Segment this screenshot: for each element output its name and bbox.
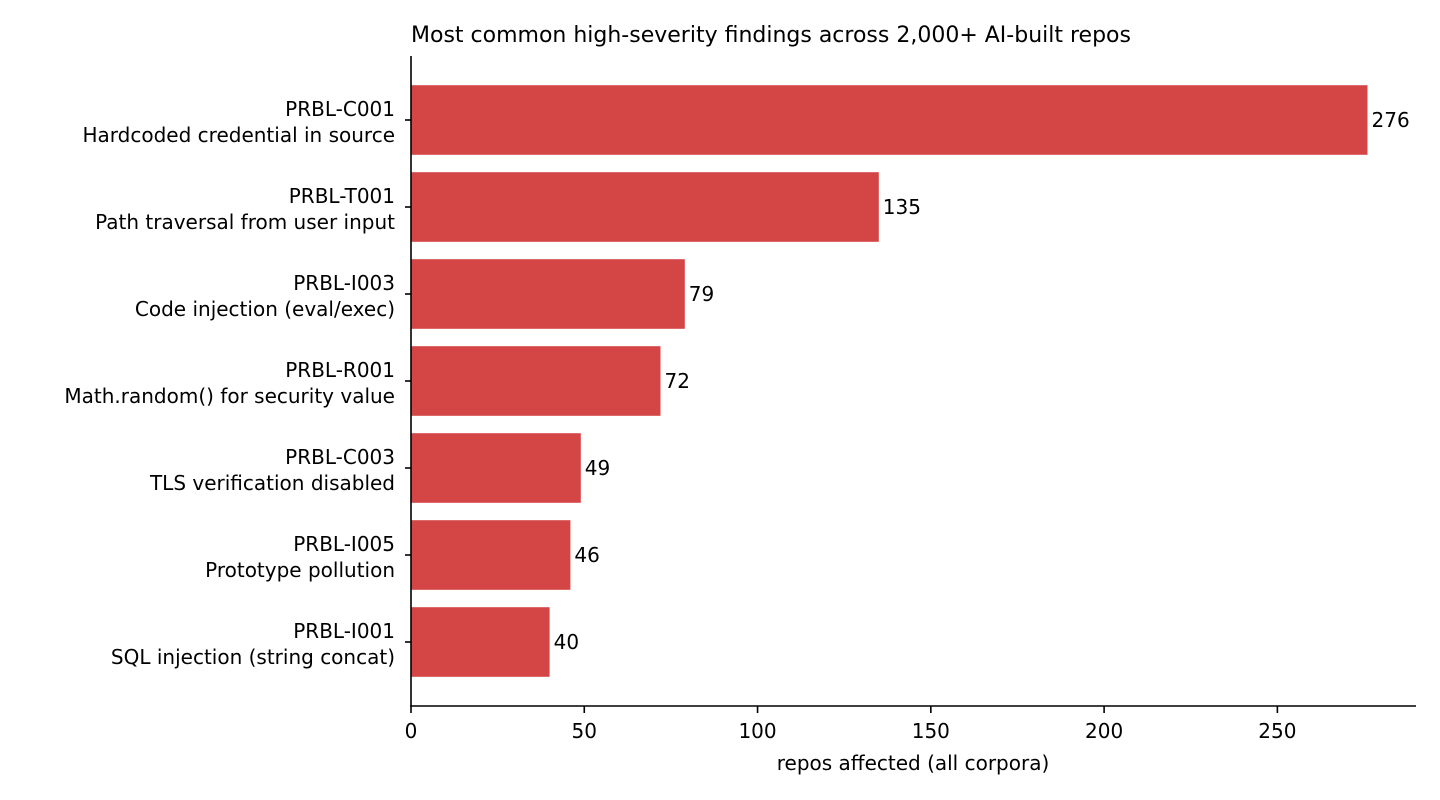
bar-value-label: 40 [554,630,579,654]
y-tick-label-code: PRBL-R001 [285,358,395,382]
y-tick-label-description: Code injection (eval/exec) [135,297,395,321]
x-tick-label: 100 [738,719,776,743]
bar-prbl-i001 [411,607,550,677]
y-tick-label-code: PRBL-C001 [285,97,395,121]
x-axis-label: repos affected (all corpora) [777,751,1050,775]
bar-prbl-r001 [411,346,661,416]
y-tick-label-description: Path traversal from user input [95,210,395,234]
bar-value-label: 49 [585,456,610,480]
x-tick-label: 200 [1085,719,1123,743]
bar-prbl-c001 [411,85,1368,155]
bar-value-label: 276 [1372,108,1410,132]
y-tick-label-description: Math.random() for security value [64,384,395,408]
y-tick-label-description: Hardcoded credential in source [83,123,395,147]
bar-value-label: 46 [574,543,599,567]
y-tick-label-code: PRBL-I005 [293,532,395,556]
x-axis-ticks: 0 50 100 150 200 250 [405,706,1296,743]
bar-value-label: 135 [883,195,921,219]
bar-prbl-c003 [411,433,581,503]
y-tick-label-code: PRBL-C003 [285,445,395,469]
x-tick-label: 150 [912,719,950,743]
x-tick-label: 250 [1258,719,1296,743]
y-tick-label-code: PRBL-I003 [293,271,395,295]
chart-title: Most common high-severity findings acros… [411,23,1131,48]
y-tick-label-code: PRBL-I001 [293,619,395,643]
x-tick-label: 0 [405,719,418,743]
y-tick-label-description: TLS verification disabled [149,471,395,495]
bar-value-label: 72 [665,369,690,393]
y-tick-label-description: Prototype pollution [205,558,395,582]
x-tick-label: 50 [572,719,597,743]
bar-prbl-t001 [411,172,879,242]
bars-layer: 276 135 79 72 49 46 40 [411,85,1410,677]
y-tick-label-description: SQL injection (string concat) [111,645,395,669]
bar-value-label: 79 [689,282,714,306]
bar-prbl-i005 [411,520,571,590]
bar-prbl-i003 [411,259,685,329]
y-tick-label-code: PRBL-T001 [289,184,395,208]
